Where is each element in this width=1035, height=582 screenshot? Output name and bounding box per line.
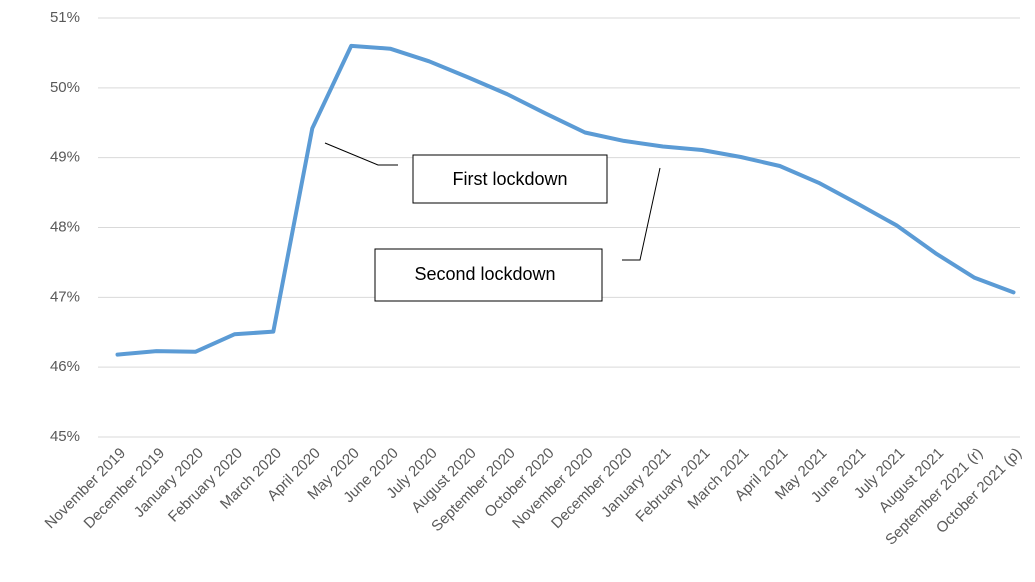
y-tick-label: 46% bbox=[50, 358, 80, 375]
y-tick-label: 51% bbox=[50, 9, 80, 26]
y-tick-label: 45% bbox=[50, 428, 80, 445]
y-tick-label: 50% bbox=[50, 79, 80, 96]
annotation-box bbox=[374, 248, 603, 302]
y-tick-label: 47% bbox=[50, 288, 80, 305]
annotation: Second lockdown bbox=[414, 264, 555, 284]
grid bbox=[98, 17, 1020, 438]
y-tick-label: 48% bbox=[50, 218, 80, 235]
annotation: First lockdown bbox=[452, 169, 567, 189]
line-series bbox=[115, 43, 1016, 357]
leader-line bbox=[324, 142, 398, 166]
leader-line bbox=[622, 167, 661, 261]
annotation-box bbox=[412, 154, 608, 204]
y-tick-label: 49% bbox=[50, 149, 80, 166]
